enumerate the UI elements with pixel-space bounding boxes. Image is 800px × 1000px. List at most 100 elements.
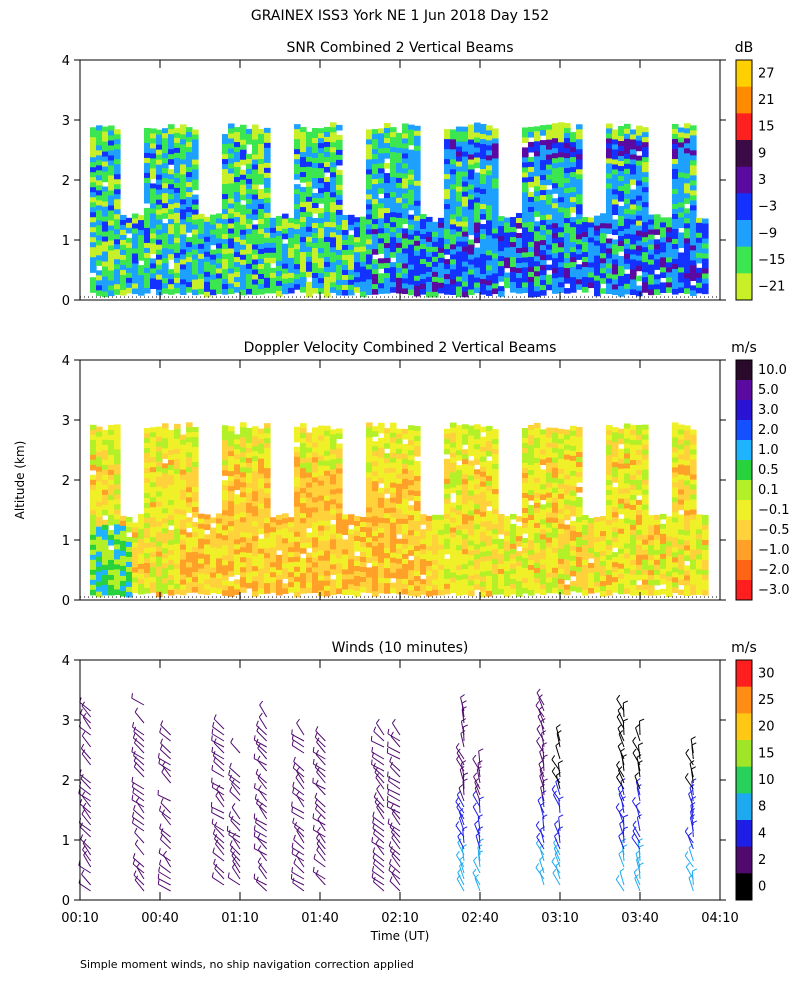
field-cell [114, 489, 121, 496]
field-cell [312, 547, 319, 553]
field-cell [474, 222, 481, 229]
field-cell [570, 257, 577, 263]
field-cell [552, 472, 559, 479]
field-cell [336, 209, 343, 216]
field-cell [342, 574, 349, 581]
field-cell [168, 174, 175, 180]
field-cell [366, 502, 373, 509]
field-cell [546, 164, 553, 171]
field-cell [534, 552, 541, 559]
field-cell [480, 556, 487, 563]
field-cell [702, 233, 709, 240]
field-cell [588, 277, 595, 284]
field-cell [684, 158, 691, 164]
field-cell [234, 444, 241, 450]
field-cell [456, 560, 463, 566]
field-cell [330, 172, 337, 178]
field-cell [402, 153, 409, 160]
field-cell [144, 217, 151, 224]
field-cell [444, 229, 451, 235]
field-cell [408, 505, 415, 511]
field-cell [180, 559, 187, 566]
field-cell [222, 164, 229, 170]
field-cell [372, 279, 379, 285]
field-cell [204, 256, 211, 263]
field-cell [408, 179, 415, 186]
field-cell [366, 547, 373, 554]
field-cell [450, 567, 457, 574]
field-cell [108, 549, 115, 556]
field-cell [306, 452, 313, 459]
field-cell [504, 571, 511, 577]
field-cell [264, 468, 271, 474]
field-cell [468, 495, 475, 502]
field-cell [150, 492, 157, 498]
field-cell [210, 249, 217, 256]
field-cell [534, 161, 541, 167]
field-cell [192, 184, 199, 191]
field-cell [312, 202, 319, 209]
field-cell [486, 430, 493, 437]
field-cell [102, 176, 109, 183]
field-cell [108, 499, 115, 506]
field-cell [384, 208, 391, 214]
field-cell [384, 153, 391, 159]
field-cell [684, 193, 691, 199]
field-cell [156, 264, 163, 271]
field-cell [612, 224, 619, 231]
field-cell [366, 522, 373, 529]
field-cell [384, 488, 391, 494]
field-cell [210, 557, 217, 564]
field-cell [504, 272, 511, 279]
field-cell [108, 554, 115, 561]
field-cell [150, 497, 157, 503]
field-cell [492, 208, 499, 215]
field-cell [408, 244, 415, 251]
field-cell [144, 588, 151, 594]
field-cell [294, 581, 301, 588]
field-cell [432, 514, 439, 521]
field-cell [534, 572, 541, 579]
field-cell [684, 263, 691, 269]
field-cell [462, 201, 469, 208]
field-cell [402, 238, 409, 245]
field-cell [282, 568, 289, 574]
field-cell [558, 438, 565, 445]
field-cell [522, 152, 529, 159]
field-cell [204, 281, 211, 288]
field-cell [630, 204, 637, 211]
field-cell [462, 146, 469, 153]
field-cell [636, 255, 643, 262]
field-cell [252, 254, 259, 261]
field-cell [474, 192, 481, 199]
field-cell [228, 193, 235, 200]
field-cell [678, 237, 685, 244]
field-cell [498, 221, 505, 227]
field-cell [540, 170, 547, 176]
field-cell [288, 252, 295, 259]
field-cell [264, 578, 271, 584]
field-cell [198, 248, 205, 255]
field-cell [522, 177, 529, 184]
field-cell [606, 253, 613, 260]
field-cell [258, 173, 265, 180]
field-cell [414, 235, 421, 242]
field-cell [240, 432, 247, 438]
field-cell [318, 278, 325, 284]
field-cell [156, 431, 163, 438]
field-cell [486, 460, 493, 467]
field-cell [306, 151, 313, 158]
field-cell [372, 576, 379, 582]
field-cell [306, 291, 313, 298]
field-cell [138, 250, 145, 256]
field-cell [378, 577, 385, 584]
field-cell [546, 472, 553, 479]
field-cell [666, 252, 673, 258]
field-cell [444, 169, 451, 175]
field-cell [186, 177, 193, 183]
field-cell [450, 264, 457, 270]
field-cell [324, 181, 331, 188]
field-cell [552, 572, 559, 579]
field-cell [432, 589, 439, 596]
field-cell [522, 438, 529, 444]
